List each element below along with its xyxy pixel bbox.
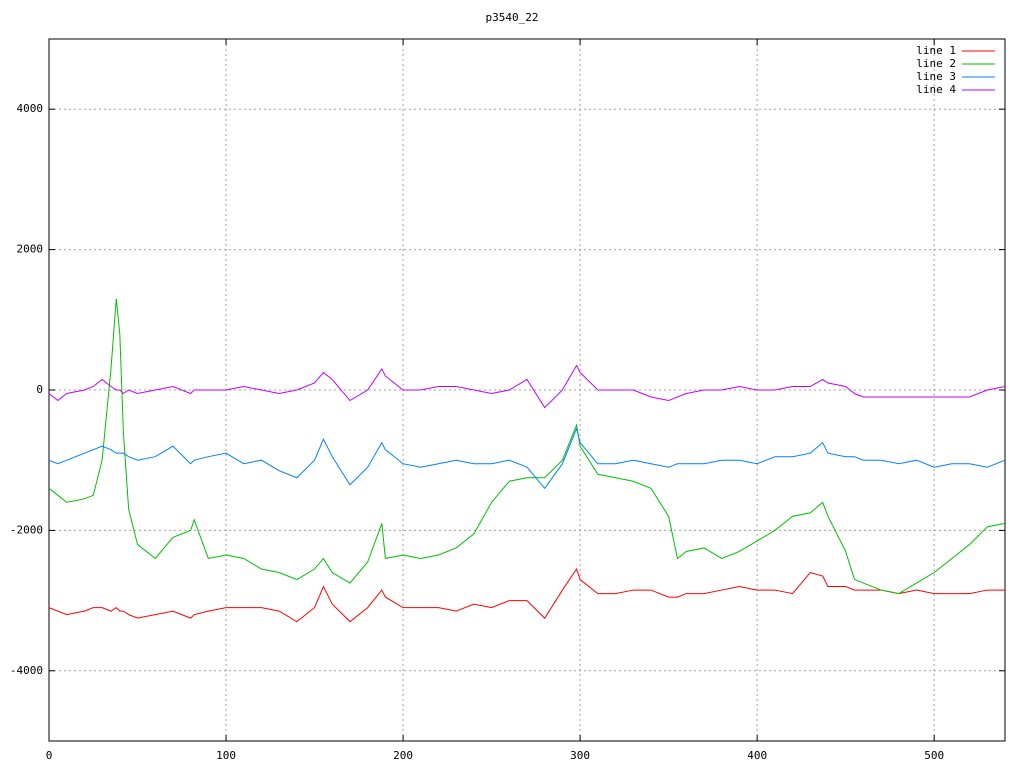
x-tick-label: 500: [924, 749, 944, 762]
y-tick-label: 2000: [17, 243, 44, 256]
legend-label: line 1: [916, 44, 956, 57]
legend-label: line 4: [916, 83, 956, 96]
x-tick-label: 0: [46, 749, 53, 762]
y-tick-label: 4000: [17, 102, 44, 115]
legend-label: line 2: [916, 57, 956, 70]
plot-frame: [48, 38, 1006, 742]
chart-title: p3540_22: [486, 11, 539, 24]
y-tick-label: -4000: [10, 664, 43, 677]
data-line: [48, 427, 1006, 490]
data-line: [48, 567, 1005, 623]
data-line: [48, 364, 1006, 409]
y-tick-label: -2000: [10, 523, 43, 536]
y-tick-label: 0: [36, 383, 43, 396]
data-line: [48, 298, 1006, 595]
x-tick-label: 100: [216, 749, 236, 762]
x-tick-label: 400: [747, 749, 767, 762]
legend-label: line 3: [916, 70, 956, 83]
x-tick-label: 200: [393, 749, 413, 762]
x-tick-label: 300: [570, 749, 590, 762]
